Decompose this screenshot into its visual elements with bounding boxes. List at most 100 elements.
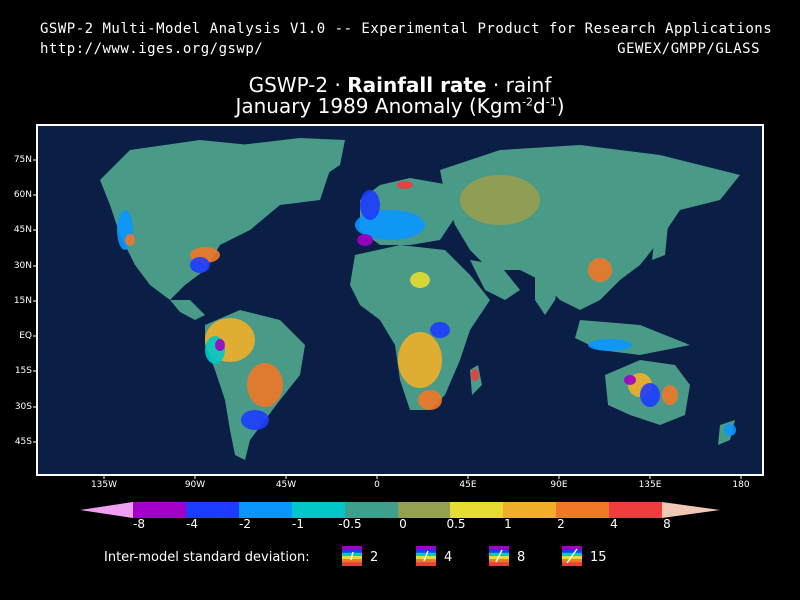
scale-segment: [292, 502, 345, 518]
scale-segment: [503, 502, 556, 518]
central-america: [170, 300, 205, 320]
header-org: GEWEX/GMPP/GLASS: [617, 41, 760, 57]
subtitle-text: January 1989 Anomaly (Kgm: [235, 94, 523, 118]
unit-exp-2: -1: [545, 95, 557, 109]
anomaly-patch: [588, 258, 612, 282]
scale-segment: [345, 502, 398, 518]
icon-glyph: [350, 551, 354, 561]
title-suffix: · rainf: [486, 73, 552, 97]
anomaly-patch: [640, 383, 660, 407]
icon-stripe: [489, 546, 509, 550]
scale-segment: [556, 502, 609, 518]
title-variable: Rainfall rate: [347, 73, 487, 97]
scale-label: 0.5: [446, 517, 466, 531]
scale-segment: [133, 502, 186, 518]
greenland: [240, 138, 345, 185]
arabia: [470, 260, 520, 300]
subtitle-close: ): [556, 94, 565, 118]
std-dev-value: 15: [590, 550, 607, 565]
header-url[interactable]: http://www.iges.org/gswp/: [40, 41, 264, 57]
anomaly-patch: [460, 175, 540, 225]
scale-segment: [80, 502, 133, 518]
std-dev-label: Inter-model standard deviation:: [104, 550, 310, 565]
anomaly-patch: [360, 190, 380, 220]
lat-label: 75N: [13, 155, 32, 165]
icon-stripe: [562, 552, 582, 557]
anomaly-patch: [430, 322, 450, 338]
scale-label: -0.5: [338, 517, 362, 531]
lat-label: 15S: [14, 366, 32, 376]
lon-label: 90E: [550, 480, 568, 490]
map-subtitle: January 1989 Anomaly (Kgm-2d-1): [0, 94, 800, 118]
anomaly-patch: [398, 332, 442, 388]
icon-stripe: [342, 562, 362, 566]
unit-mid: d: [533, 94, 546, 118]
anomaly-patch: [190, 257, 210, 273]
std-dev-value: 4: [444, 550, 453, 565]
lat-label: 45S: [14, 437, 32, 447]
north-america: [100, 140, 330, 300]
scale-segment: [239, 502, 292, 518]
lon-label: 180: [732, 480, 750, 490]
lat-label: EQ: [19, 331, 32, 341]
scale-label: 4: [610, 517, 618, 531]
anomaly-patch: [410, 272, 430, 288]
lon-label: 135E: [638, 480, 662, 490]
anomaly-patch: [397, 181, 413, 189]
icon-stripe: [562, 546, 582, 550]
scale-segment: [609, 502, 662, 518]
scale-segment: [662, 502, 720, 518]
icon-stripe: [562, 562, 582, 566]
icon-stripe: [416, 546, 436, 550]
japan: [652, 225, 668, 260]
anomaly-patch: [125, 234, 135, 246]
lon-label: 45W: [275, 480, 297, 490]
lat-label: 30N: [13, 261, 32, 271]
anomaly-patch: [418, 390, 442, 410]
std-dev-icon: [342, 546, 362, 566]
std-dev-icon: [562, 546, 582, 566]
icon-stripe: [342, 546, 362, 550]
scale-label: -4: [186, 517, 198, 531]
anomaly-patch: [247, 363, 283, 407]
land-masses: [100, 138, 740, 460]
anomaly-patch: [357, 234, 373, 246]
icon-stripe: [489, 555, 509, 560]
anomaly-patch: [471, 369, 479, 381]
anomaly-patch: [215, 339, 225, 351]
africa: [350, 245, 490, 410]
anomaly-patch: [724, 424, 736, 436]
icon-stripe: [342, 549, 362, 553]
std-dev-icon: [416, 546, 436, 566]
lon-label: 45E: [459, 480, 477, 490]
lat-label: 45N: [13, 225, 32, 235]
scale-segment: [398, 502, 450, 518]
color-scale-segments: [80, 502, 720, 518]
anomaly-patch: [624, 375, 636, 385]
scale-label: -2: [239, 517, 251, 531]
lat-label: 60N: [13, 190, 32, 200]
scale-label: 0: [399, 517, 407, 531]
map-title: GSWP-2 · Rainfall rate · rainf: [0, 73, 800, 97]
scale-label: -1: [292, 517, 304, 531]
icon-glyph: [566, 548, 578, 564]
icon-glyph: [423, 550, 429, 562]
icon-stripe: [489, 562, 509, 566]
india: [535, 270, 560, 315]
header-title: GSWP-2 Multi-Model Analysis V1.0 -- Expe…: [40, 21, 773, 37]
icon-stripe: [489, 549, 509, 553]
scale-label: 1: [504, 517, 512, 531]
icon-stripe: [416, 562, 436, 566]
anomaly-patch: [588, 339, 632, 351]
std-dev-value: 2: [370, 550, 379, 565]
scale-segment: [186, 502, 239, 518]
scale-label: -8: [133, 517, 145, 531]
icon-glyph: [495, 549, 503, 563]
anomaly-patch: [241, 410, 269, 430]
axis-ticks: [33, 159, 742, 479]
icon-stripe: [416, 559, 436, 563]
icon-stripe: [416, 549, 436, 553]
lon-label: 0: [374, 480, 380, 490]
lon-label: 90W: [184, 480, 206, 490]
